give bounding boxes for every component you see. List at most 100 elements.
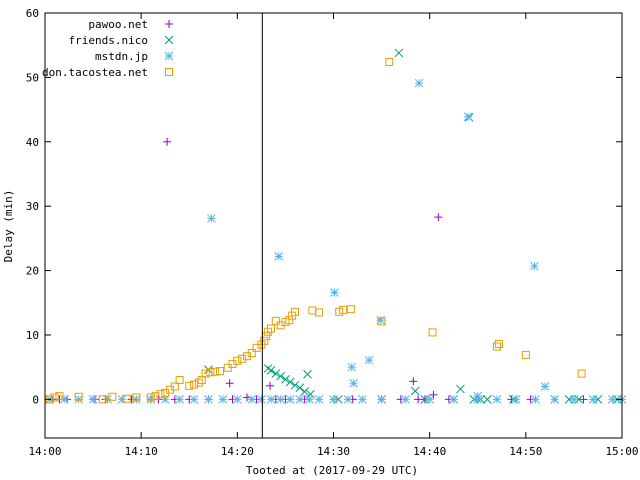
data-point — [262, 332, 271, 341]
data-point — [103, 395, 112, 404]
y-tick-label: 0 — [32, 393, 39, 406]
data-point — [347, 362, 357, 372]
legend-label: don.tacostea.net — [42, 66, 148, 79]
x-tick-label: 14:30 — [317, 445, 350, 458]
data-point — [291, 307, 300, 316]
data-point — [201, 369, 210, 378]
data-point — [266, 366, 276, 375]
data-point — [425, 395, 435, 404]
data-point — [98, 395, 107, 404]
data-point — [343, 395, 353, 404]
data-point — [521, 350, 530, 359]
y-tick-label: 30 — [26, 200, 39, 213]
data-point — [238, 354, 247, 363]
data-point — [207, 214, 216, 223]
legend-marker — [164, 35, 174, 45]
x-tick-label: 14:50 — [509, 445, 542, 458]
data-point — [211, 367, 220, 376]
data-point — [50, 393, 59, 402]
data-point — [74, 392, 83, 401]
y-axis-label: Delay (min) — [2, 190, 15, 263]
data-point — [266, 395, 276, 404]
data-point — [329, 395, 338, 404]
data-point — [377, 395, 386, 404]
data-point — [531, 395, 540, 404]
x-tick-4: 14:40 — [413, 13, 446, 458]
data-point — [274, 252, 284, 261]
y-tick-label: 40 — [26, 136, 39, 149]
data-point — [175, 395, 184, 404]
data-point — [295, 395, 305, 404]
data-point — [483, 395, 492, 404]
data-point — [232, 395, 242, 404]
y-tick-3: 30 — [26, 200, 622, 213]
data-point — [55, 392, 64, 401]
data-point — [339, 305, 348, 314]
x-tick-label: 14:20 — [221, 445, 254, 458]
data-point — [550, 395, 560, 404]
data-point — [588, 395, 598, 404]
data-point — [473, 391, 483, 401]
data-point — [233, 356, 242, 365]
data-point — [163, 137, 172, 146]
x-tick-label: 14:10 — [125, 445, 158, 458]
data-point — [346, 305, 355, 314]
data-point — [190, 380, 199, 389]
data-point — [132, 395, 141, 404]
data-point — [315, 308, 324, 317]
data-point — [449, 395, 459, 404]
data-point — [189, 395, 199, 404]
data-point — [295, 383, 305, 393]
y-tick-label: 60 — [26, 7, 39, 20]
data-point — [194, 378, 203, 387]
y-tick-4: 40 — [26, 136, 622, 149]
data-point — [281, 375, 290, 384]
data-point — [257, 395, 266, 404]
y-tick-2: 20 — [26, 265, 622, 278]
data-point — [225, 379, 234, 388]
data-point — [285, 316, 294, 325]
data-point — [146, 393, 155, 402]
data-point — [276, 371, 285, 381]
y-tick-0: 0 — [32, 393, 622, 406]
x-tick-3: 14:30 — [317, 13, 350, 458]
data-point — [266, 381, 275, 390]
data-point — [151, 392, 160, 401]
data-point — [492, 342, 501, 351]
data-point — [364, 355, 374, 365]
x-tick-1: 14:10 — [125, 13, 158, 458]
data-point — [456, 384, 465, 394]
y-tick-label: 50 — [26, 71, 39, 84]
data-point — [349, 378, 359, 388]
data-point — [492, 395, 502, 404]
series-2 — [45, 78, 627, 404]
data-point — [285, 377, 295, 387]
x-tick-2: 14:20 — [221, 13, 254, 458]
data-point — [428, 328, 437, 337]
legend-label: mstdn.jp — [95, 50, 148, 63]
data-point — [463, 112, 473, 122]
data-point — [285, 395, 295, 404]
y-tick-1: 10 — [26, 329, 622, 342]
data-point — [146, 395, 156, 404]
data-point — [88, 395, 98, 404]
data-point — [305, 395, 314, 404]
data-point — [410, 386, 420, 396]
data-point — [185, 381, 194, 390]
data-point — [74, 395, 84, 404]
x-tick-6: 15:00 — [605, 13, 639, 458]
legend-marker — [164, 51, 174, 61]
y-tick-label: 10 — [26, 329, 39, 342]
data-point — [434, 213, 443, 222]
data-point — [394, 48, 404, 58]
x-tick-label: 15:00 — [605, 445, 638, 458]
data-point — [108, 392, 117, 401]
data-point — [314, 395, 324, 404]
x-axis-label: Tooted at (2017-09-29 UTC) — [246, 464, 418, 477]
y-tick-label: 20 — [26, 265, 39, 278]
data-point — [271, 316, 280, 325]
data-point — [414, 395, 423, 404]
data-point — [414, 78, 424, 88]
data-point — [579, 395, 588, 404]
x-tick-label: 14:40 — [413, 445, 446, 458]
